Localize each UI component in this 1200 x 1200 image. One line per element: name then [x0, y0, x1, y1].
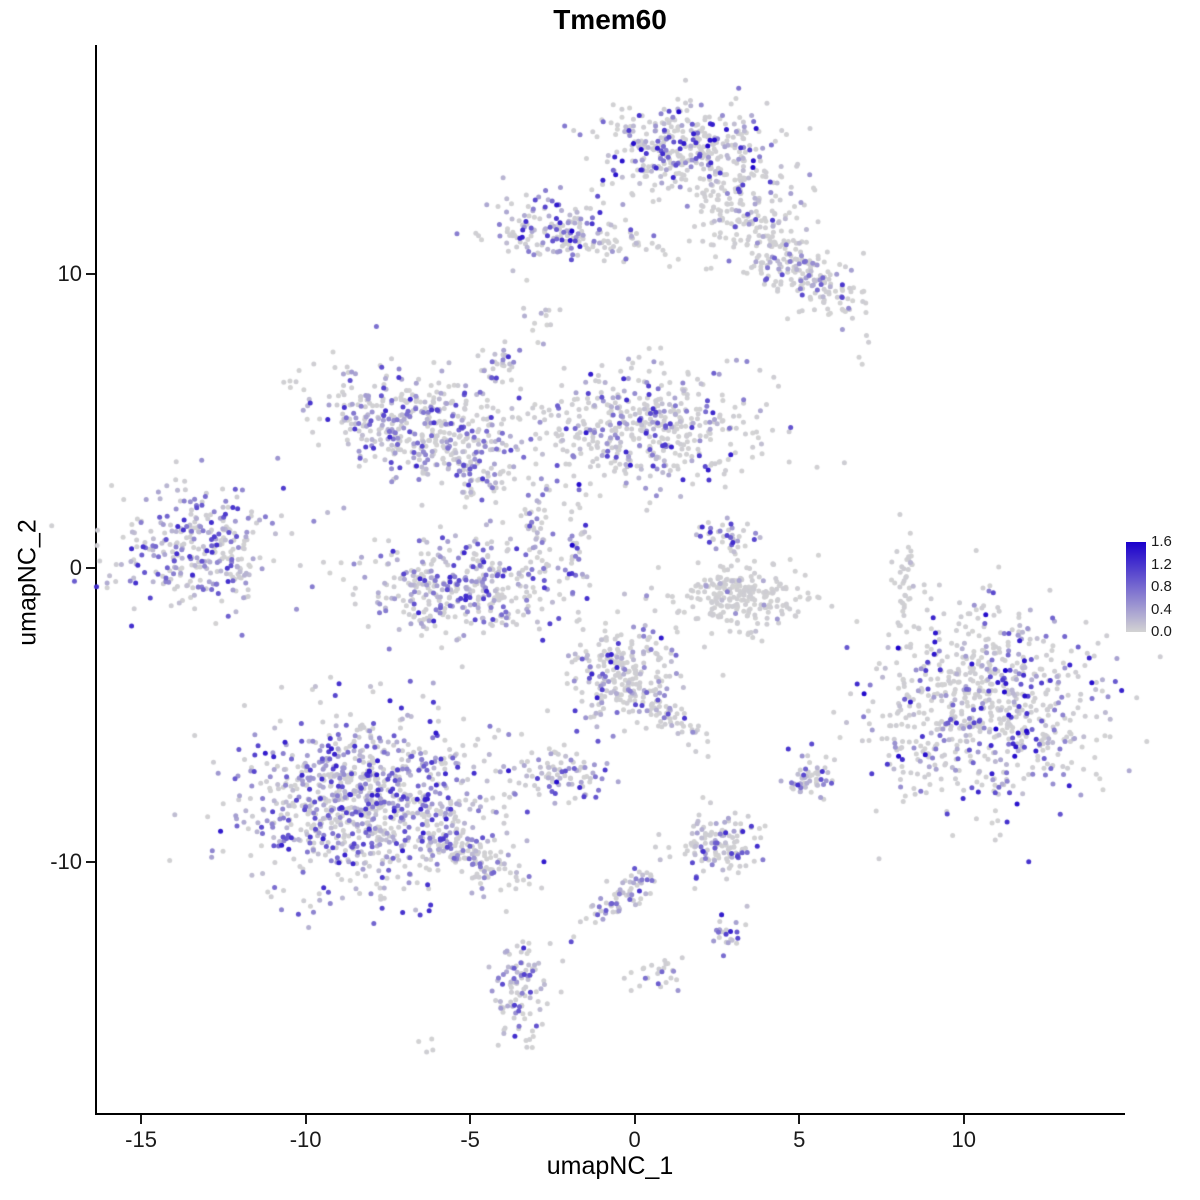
y-tick-label: -10 — [50, 849, 82, 875]
x-tick-label: -15 — [125, 1127, 157, 1152]
x-tick-label: -5 — [460, 1127, 480, 1152]
y-axis-label: umapNC_2 — [13, 519, 42, 646]
x-tick-label: 5 — [793, 1127, 806, 1152]
legend-tick-labels: 1.6 1.2 0.8 0.4 0.0 — [1151, 534, 1199, 640]
y-tick-mark — [86, 861, 95, 864]
x-tick-mark — [469, 1115, 472, 1124]
plot-panel — [95, 45, 1125, 1115]
x-tick-mark — [304, 1115, 307, 1124]
y-tick-label: 0 — [69, 555, 82, 581]
x-tick-label: -10 — [289, 1127, 322, 1152]
legend-tick-label: 0.0 — [1151, 623, 1172, 640]
y-tick-label: 10 — [57, 261, 82, 287]
x-axis-label: umapNC_1 — [546, 1152, 674, 1180]
y-tick-mark — [86, 273, 95, 276]
expression-legend: 1.6 1.2 0.8 0.4 0.0 — [1126, 534, 1200, 642]
legend-tick-label: 0.4 — [1151, 600, 1172, 618]
legend-tick-label: 1.2 — [1151, 555, 1172, 573]
x-tick-mark — [962, 1115, 965, 1124]
x-tick-mark — [798, 1115, 801, 1124]
x-tick-label: 10 — [951, 1127, 976, 1152]
legend-gradient-bar — [1126, 542, 1146, 632]
legend-tick-label: 1.6 — [1151, 533, 1172, 550]
x-tick-mark — [633, 1115, 636, 1124]
plot-title: Tmem60 — [553, 4, 667, 35]
y-tick-mark — [86, 567, 95, 570]
x-tick-mark — [140, 1115, 143, 1124]
x-tick-label: 0 — [628, 1127, 641, 1152]
legend-tick-label: 0.8 — [1151, 578, 1172, 595]
